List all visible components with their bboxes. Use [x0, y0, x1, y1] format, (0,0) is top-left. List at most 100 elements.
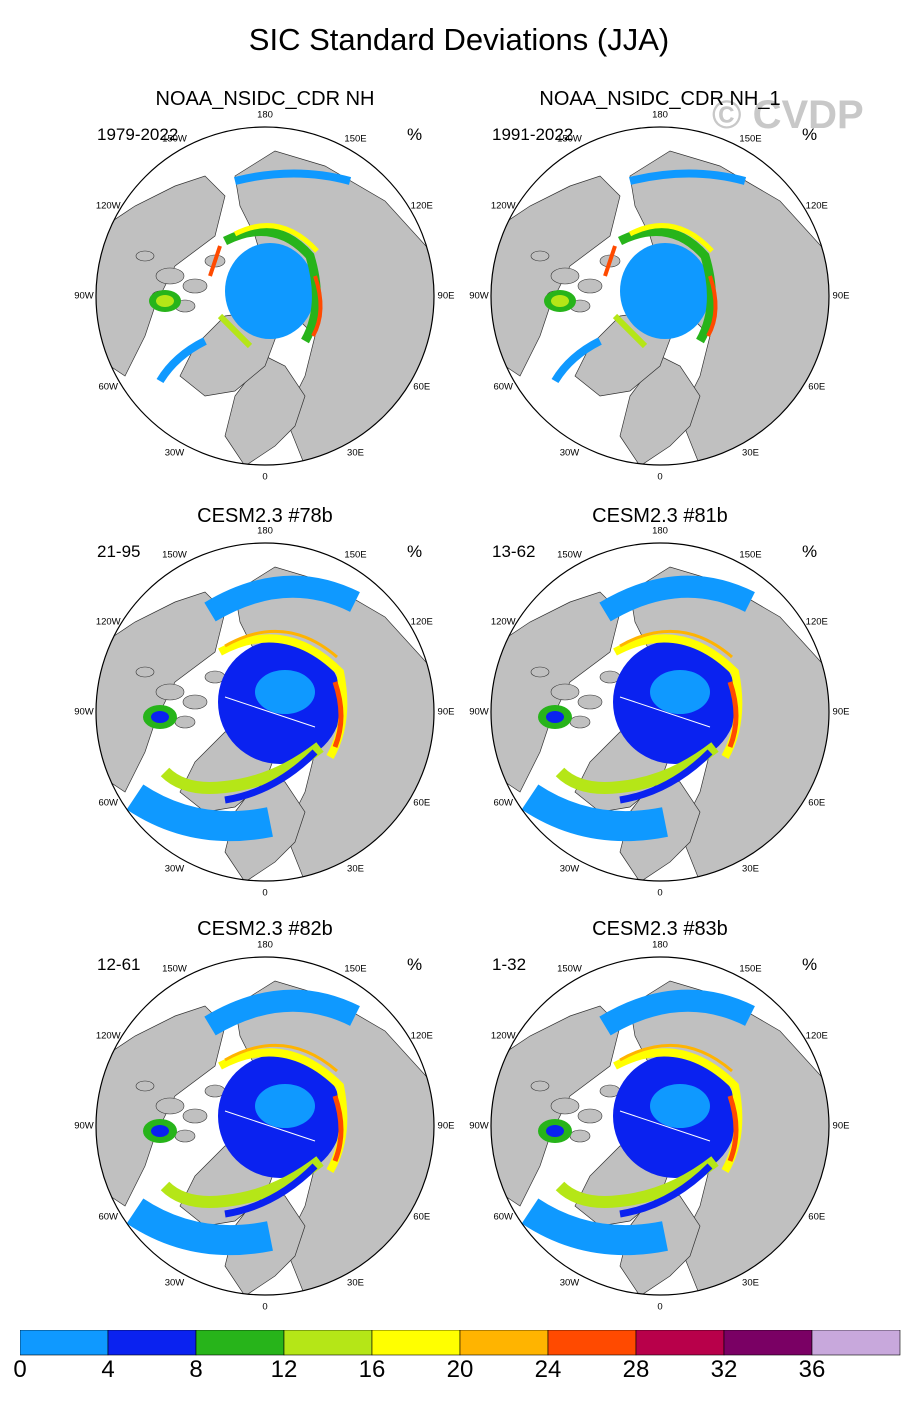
- longitude-label: 30E: [742, 447, 759, 459]
- polar-map: [95, 126, 435, 466]
- longitude-label: 180: [257, 525, 273, 537]
- longitude-label: 60E: [808, 381, 826, 392]
- panel-unit: %: [802, 955, 818, 974]
- panel-period: 13-62: [492, 542, 536, 561]
- longitude-label: 180: [257, 109, 273, 121]
- longitude-label: 0: [262, 887, 268, 899]
- map-fill: [96, 543, 434, 881]
- colorbar-swatch: [459, 1330, 549, 1356]
- colorbar-tick-label: 32: [710, 1356, 738, 1383]
- polar-map: [490, 126, 830, 466]
- colorbar-tick-label: 8: [189, 1356, 203, 1383]
- colorbar-swatch: [635, 1330, 725, 1356]
- longitude-label: 180: [257, 939, 273, 951]
- longitude-label: 120W: [490, 1030, 516, 1041]
- longitude-label: 90W: [469, 290, 489, 302]
- longitude-label: 120E: [805, 616, 828, 627]
- longitude-label: 30E: [742, 863, 759, 875]
- panel-title: CESM2.3 #81b: [592, 505, 728, 527]
- longitude-label: 150W: [162, 963, 187, 975]
- longitude-label: 30E: [347, 1277, 364, 1289]
- longitude-label: 90E: [832, 290, 850, 302]
- map-fill: [96, 957, 434, 1295]
- longitude-label: 150E: [739, 963, 762, 975]
- longitude-label: 0: [262, 471, 268, 483]
- colorbar-swatch: [195, 1330, 285, 1356]
- longitude-label: 120E: [410, 200, 433, 211]
- polar-map: [490, 956, 830, 1296]
- longitude-label: 150W: [557, 133, 582, 145]
- colorbar-swatch: [371, 1330, 461, 1356]
- longitude-label: 60W: [493, 1211, 514, 1222]
- watermark: © CVDP: [712, 93, 864, 137]
- longitude-label: 120E: [410, 1030, 433, 1041]
- colorbar-tick-label: 16: [358, 1356, 386, 1383]
- panel-unit: %: [407, 542, 423, 561]
- panel-unit: %: [407, 125, 423, 144]
- panel-unit: %: [802, 542, 818, 561]
- map-fill: [491, 127, 829, 465]
- longitude-label: 150W: [557, 963, 582, 975]
- longitude-label: 30W: [164, 1277, 185, 1289]
- longitude-label: 30E: [742, 1277, 759, 1289]
- longitude-label: 120W: [490, 616, 516, 627]
- panel-period: 1-32: [492, 955, 527, 974]
- longitude-label: 120W: [95, 616, 121, 627]
- map-fill: [491, 543, 829, 881]
- longitude-label: 180: [652, 525, 668, 537]
- colorbar-swatch: [107, 1330, 197, 1356]
- panel-period: 12-61: [97, 955, 141, 974]
- longitude-label: 60W: [98, 381, 119, 392]
- panel-title: CESM2.3 #83b: [592, 918, 728, 940]
- longitude-label: 90E: [832, 1120, 850, 1132]
- longitude-label: 60W: [98, 1211, 119, 1222]
- longitude-label: 150E: [344, 133, 367, 145]
- colorbar-tick-label: 24: [534, 1356, 562, 1383]
- longitude-label: 120E: [410, 616, 433, 627]
- polar-map: [490, 542, 830, 882]
- panel-period: 21-95: [97, 542, 141, 561]
- longitude-label: 150E: [739, 133, 762, 145]
- colorbar-tick-label: 0: [13, 1356, 27, 1383]
- longitude-label: 120E: [805, 200, 828, 211]
- longitude-label: 0: [657, 887, 663, 899]
- panel-title: NOAA_NSIDC_CDR NH: [155, 88, 375, 110]
- longitude-label: 60E: [413, 797, 431, 808]
- longitude-label: 30W: [164, 863, 185, 875]
- longitude-label: 60E: [413, 1211, 431, 1222]
- longitude-label: 90E: [832, 706, 850, 718]
- panel-title: NOAA_NSIDC_CDR NH_1: [539, 88, 781, 110]
- longitude-label: 30E: [347, 863, 364, 875]
- panel-period: 1991-2022: [492, 125, 574, 144]
- colorbar-swatch: [811, 1330, 901, 1356]
- colorbar-tick-label: 20: [446, 1356, 474, 1383]
- longitude-label: 60E: [808, 797, 826, 808]
- panel-title: CESM2.3 #82b: [197, 918, 333, 940]
- longitude-label: 30W: [559, 1277, 580, 1289]
- longitude-label: 150E: [344, 549, 367, 561]
- longitude-label: 60W: [493, 381, 514, 392]
- colorbar-tick-label: 4: [101, 1356, 115, 1383]
- longitude-label: 90W: [74, 290, 94, 302]
- longitude-label: 30W: [164, 447, 185, 459]
- longitude-label: 120W: [95, 1030, 121, 1041]
- longitude-label: 150E: [739, 549, 762, 561]
- longitude-label: 150W: [162, 549, 187, 561]
- longitude-label: 180: [652, 109, 668, 121]
- colorbar: [20, 1330, 901, 1356]
- map-fill: [491, 957, 829, 1295]
- longitude-label: 180: [652, 939, 668, 951]
- longitude-label: 60W: [98, 797, 119, 808]
- panel-title: CESM2.3 #78b: [197, 505, 333, 527]
- colorbar-tick-label: 12: [270, 1356, 298, 1383]
- longitude-label: 120W: [95, 200, 121, 211]
- panel-period: 1979-2022: [97, 125, 179, 144]
- longitude-label: 120W: [490, 200, 516, 211]
- longitude-label: 90W: [74, 706, 94, 718]
- longitude-label: 150W: [162, 133, 187, 145]
- longitude-label: 60E: [808, 1211, 826, 1222]
- polar-map: [95, 956, 435, 1296]
- colorbar-tick-label: 36: [798, 1356, 826, 1383]
- longitude-label: 30W: [559, 447, 580, 459]
- polar-map: [95, 542, 435, 882]
